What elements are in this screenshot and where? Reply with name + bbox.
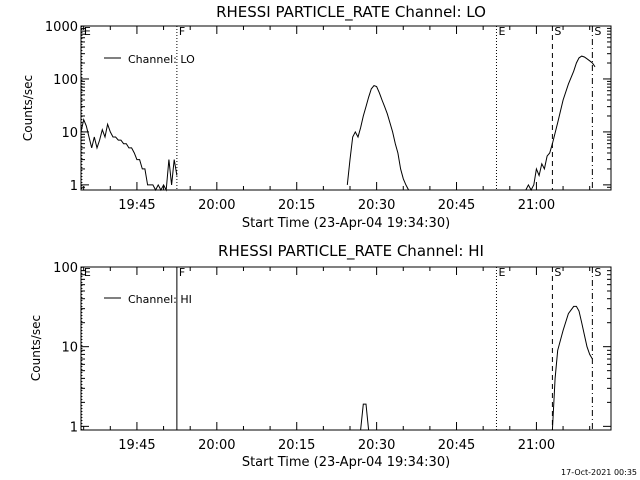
legend: Channel: HI	[104, 293, 192, 306]
event-marker-label: E	[84, 266, 91, 279]
event-marker-label: S	[594, 266, 601, 279]
y-tick-label: 100	[53, 73, 78, 88]
series-line	[551, 305, 593, 431]
plot-frame	[80, 25, 612, 191]
chart-panel-lo: RHESSI PARTICLE_RATE Channel: LO Counts/…	[21, 3, 612, 231]
x-tick-label: 20:15	[278, 198, 315, 213]
y-axis-label: Counts/sec	[21, 75, 35, 141]
chart-title: RHESSI PARTICLE_RATE Channel: HI	[218, 242, 484, 261]
x-tick-label: 20:00	[198, 438, 235, 453]
x-tick-label: 19:45	[118, 438, 155, 453]
y-tick-label: 10	[61, 341, 78, 356]
x-tick-label: 20:00	[198, 198, 235, 213]
event-marker-label: E	[498, 266, 505, 279]
series-line	[80, 118, 178, 192]
x-tick-label: 20:45	[438, 198, 475, 213]
x-tick-label: 20:30	[358, 198, 395, 213]
x-tick-label: 20:45	[438, 438, 475, 453]
footer-timestamp: 17-Oct-2021 00:35	[561, 468, 637, 477]
event-marker-label: S	[594, 25, 601, 38]
y-tick-label: 100	[53, 261, 78, 276]
series-line	[525, 55, 596, 192]
chart-title: RHESSI PARTICLE_RATE Channel: LO	[216, 3, 486, 22]
event-marker-label: S	[554, 25, 561, 38]
y-tick-label: 1000	[45, 20, 78, 35]
x-axis-label: Start Time (23-Apr-04 19:34:30)	[242, 216, 450, 231]
event-marker-label: E	[84, 25, 91, 38]
chart-panel-hi: RHESSI PARTICLE_RATE Channel: HI Counts/…	[29, 242, 612, 470]
x-axis-label: Start Time (23-Apr-04 19:34:30)	[242, 455, 450, 470]
x-tick-label: 20:30	[358, 438, 395, 453]
series-line	[346, 85, 410, 191]
series-line	[360, 403, 370, 431]
legend-label: Channel: HI	[128, 293, 192, 306]
event-marker-label: E	[498, 25, 505, 38]
event-marker-label: F	[179, 266, 185, 279]
plot-frame	[80, 266, 612, 431]
y-tick-label: 1	[70, 179, 78, 194]
y-tick-label: 1	[70, 420, 78, 435]
legend-label: Channel: LO	[128, 53, 195, 66]
event-marker-label: S	[554, 266, 561, 279]
x-tick-label: 20:15	[278, 438, 315, 453]
x-tick-label: 21:00	[518, 438, 555, 453]
event-marker-label: F	[179, 25, 185, 38]
x-tick-label: 21:00	[518, 198, 555, 213]
y-tick-label: 10	[61, 126, 78, 141]
x-tick-label: 19:45	[118, 198, 155, 213]
y-axis-label: Counts/sec	[29, 315, 43, 381]
legend: Channel: LO	[104, 53, 195, 66]
